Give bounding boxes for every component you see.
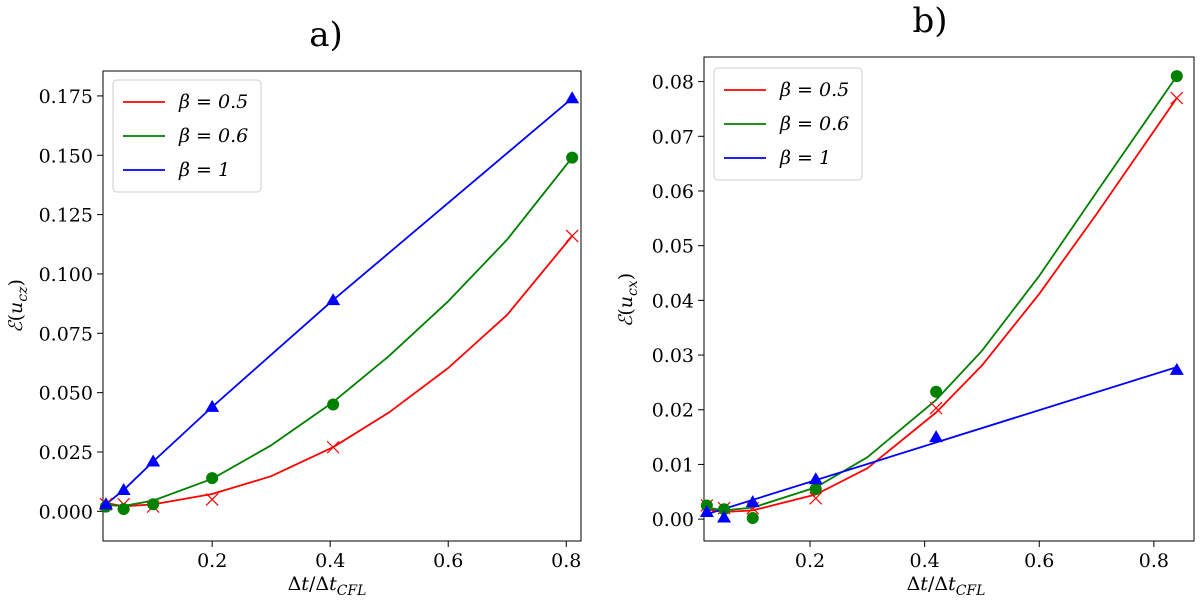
y-tick-label: 0.125 — [39, 205, 93, 227]
chart-panel-b: b) 0.2 0.4 0.6 0.80.000.010.020.030.040.050… — [615, 1, 1195, 599]
x-tick-label: 0.6 — [1024, 550, 1054, 572]
data-point-^ — [565, 91, 580, 104]
legend: β = 0.5 β = 0.6 β = 1 — [112, 79, 262, 193]
data-point-o — [809, 483, 822, 496]
y-tick-label: 0.050 — [39, 383, 93, 405]
data-point-x — [809, 491, 823, 505]
data-point-x — [565, 229, 579, 243]
y-tick-label: 0.175 — [39, 86, 93, 108]
axis-ticks: 0.2 0.4 0.6 0.8 0.00 0.01 0.02 0.03 0.04 0.05 0.06… — [652, 72, 1169, 572]
legend-box — [713, 67, 863, 181]
axis-ticks: 0.2 0.4 0.6 0.8 0.000 0.025 0.050 0.075 0.100 0.1… — [39, 86, 582, 572]
chart-title: a) — [309, 15, 343, 55]
data-point-^ — [808, 472, 823, 485]
y-tick-label: 0.05 — [652, 236, 694, 258]
x-tick-label: 0.4 — [315, 550, 345, 572]
y-tick-label: 0.08 — [652, 72, 694, 94]
legend-label: β = 1 — [779, 147, 831, 169]
data-point-^ — [205, 399, 220, 412]
fit-line-x — [706, 97, 1178, 513]
data-point-^ — [326, 293, 341, 306]
chart-panel-a: a) 0.2 0.4 0.6 0.8 0.000 0.025 0.050 0.075 0.100… — [5, 15, 582, 599]
data-point-x — [1170, 91, 1184, 105]
y-tick-label: 0.06 — [652, 181, 694, 203]
data-markers — [699, 70, 1184, 525]
plot-frame — [703, 56, 1195, 542]
data-point-o — [147, 498, 160, 511]
fit-line-x — [105, 235, 573, 508]
data-point-o — [1170, 70, 1183, 83]
data-point-o — [327, 398, 340, 411]
legend-label: β = 0.5 — [779, 79, 849, 101]
x-axis-label: Δt/ΔtCFL — [288, 573, 367, 599]
y-tick-label: 0.07 — [652, 126, 694, 148]
y-tick-label: 0.01 — [652, 454, 694, 476]
y-tick-label: 0.025 — [39, 442, 93, 464]
x-tick-label: 0.8 — [1139, 550, 1169, 572]
data-point-o — [206, 472, 219, 485]
y-axis-label: ℰ(ucz) — [5, 279, 31, 333]
y-tick-label: 0.00 — [652, 509, 694, 531]
data-point-x — [326, 440, 340, 454]
legend-label: β = 0.6 — [779, 113, 849, 135]
y-tick-label: 0.100 — [39, 264, 93, 286]
data-point-o — [746, 512, 759, 525]
x-tick-label: 0.2 — [197, 550, 227, 572]
data-point-o — [566, 151, 579, 164]
y-tick-label: 0.150 — [39, 145, 93, 167]
x-tick-label: 0.8 — [551, 550, 581, 572]
y-tick-label: 0.03 — [652, 345, 694, 367]
data-point-^ — [717, 510, 732, 523]
y-tick-label: 0.02 — [652, 400, 694, 422]
y-tick-label: 0.000 — [39, 501, 93, 523]
data-point-^ — [1169, 362, 1184, 375]
x-axis-label: Δt/ΔtCFL — [907, 573, 986, 599]
x-tick-label: 0.6 — [433, 550, 463, 572]
data-point-x — [929, 401, 943, 415]
fit-line-o — [105, 157, 573, 507]
data-point-^ — [146, 454, 161, 467]
data-point-x — [205, 493, 219, 506]
x-tick-label: 0.2 — [795, 550, 825, 572]
data-point-^ — [116, 482, 131, 495]
data-point-^ — [745, 495, 760, 508]
plot-frame — [102, 70, 582, 542]
data-point-o — [930, 385, 943, 398]
data-markers — [98, 91, 580, 515]
chart-title: b) — [912, 1, 947, 41]
y-axis-label: ℰ(ucx) — [615, 273, 641, 327]
data-point-o — [117, 502, 130, 515]
legend-label: β = 0.5 — [178, 91, 248, 113]
data-point-o — [718, 503, 731, 516]
fit-line-o — [706, 75, 1178, 512]
data-point-^ — [699, 505, 714, 518]
data-point-^ — [929, 430, 944, 443]
legend: β = 0.5 β = 0.6 β = 1 — [713, 67, 863, 181]
legend-label: β = 1 — [178, 159, 230, 181]
legend-label: β = 0.6 — [178, 125, 248, 147]
y-tick-label: 0.075 — [39, 323, 93, 345]
y-tick-label: 0.04 — [652, 290, 694, 312]
x-tick-label: 0.4 — [910, 550, 940, 572]
data-point-^ — [98, 497, 113, 510]
legend-box — [112, 79, 262, 193]
